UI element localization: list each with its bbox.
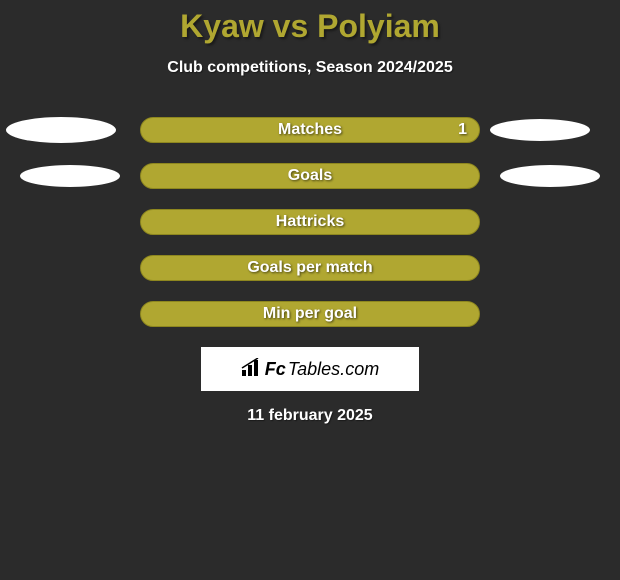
stat-row-min-per-goal: Min per goal: [0, 301, 620, 327]
infographic-container: Kyaw vs Polyiam Club competitions, Seaso…: [0, 0, 620, 580]
left-ellipse-icon: [6, 117, 116, 143]
right-ellipse-icon: [490, 119, 590, 141]
stat-bar: Goals: [140, 163, 480, 189]
stat-bar: Matches 1: [140, 117, 480, 143]
stat-label: Goals per match: [247, 259, 372, 277]
stat-value: 1: [458, 121, 467, 139]
date-label: 11 february 2025: [0, 407, 620, 425]
logo-box: FcTables.com: [201, 347, 419, 391]
stat-bar: Goals per match: [140, 255, 480, 281]
page-title: Kyaw vs Polyiam: [0, 0, 620, 45]
logo-suffix: Tables.com: [288, 359, 379, 380]
stat-row-hattricks: Hattricks: [0, 209, 620, 235]
stat-label: Min per goal: [263, 305, 357, 323]
stat-rows: Matches 1 Goals Hattricks Goals per matc…: [0, 117, 620, 327]
logo-text: FcTables.com: [241, 358, 379, 381]
right-ellipse-icon: [500, 165, 600, 187]
left-ellipse-icon: [20, 165, 120, 187]
stat-label: Matches: [278, 121, 342, 139]
bars-icon: [241, 358, 263, 381]
stat-row-goals-per-match: Goals per match: [0, 255, 620, 281]
stat-row-matches: Matches 1: [0, 117, 620, 143]
subtitle: Club competitions, Season 2024/2025: [0, 59, 620, 77]
stat-bar: Hattricks: [140, 209, 480, 235]
stat-bar: Min per goal: [140, 301, 480, 327]
stat-label: Goals: [288, 167, 332, 185]
logo-prefix: Fc: [265, 359, 286, 380]
stat-label: Hattricks: [276, 213, 344, 231]
stat-row-goals: Goals: [0, 163, 620, 189]
